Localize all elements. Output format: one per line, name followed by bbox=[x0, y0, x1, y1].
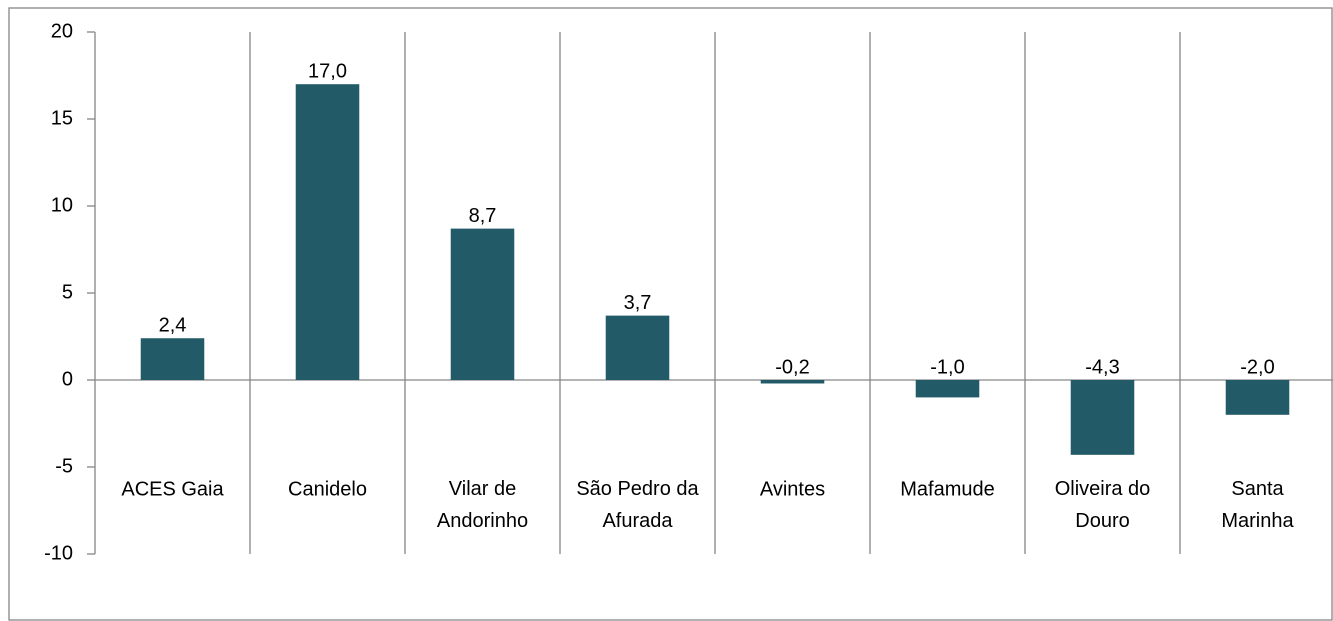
y-tick-label: 10 bbox=[51, 194, 73, 216]
bar bbox=[915, 380, 980, 398]
bar bbox=[450, 228, 515, 380]
x-tick-label: Vilar de Andorinho bbox=[437, 478, 528, 532]
y-tick-label: -10 bbox=[44, 542, 73, 564]
y-tick-label: 15 bbox=[51, 107, 73, 129]
chart-border bbox=[8, 7, 1333, 621]
data-label: -1,0 bbox=[930, 356, 964, 378]
x-tick-label: São Pedro da Afurada bbox=[576, 478, 699, 532]
bar bbox=[140, 338, 205, 380]
y-tick-label: -5 bbox=[55, 455, 73, 477]
data-label: 8,7 bbox=[469, 205, 497, 227]
bar bbox=[295, 84, 360, 380]
y-tick-label: 0 bbox=[62, 368, 73, 390]
data-label: -4,3 bbox=[1085, 356, 1119, 378]
data-label: 2,4 bbox=[159, 315, 187, 337]
data-label: 17,0 bbox=[308, 60, 347, 82]
data-label: 3,7 bbox=[624, 292, 652, 314]
bar bbox=[760, 380, 825, 384]
x-tick-label: ACES Gaia bbox=[121, 478, 224, 500]
bar bbox=[605, 315, 670, 380]
y-tick-label: 5 bbox=[62, 281, 73, 303]
x-tick-label: Avintes bbox=[760, 478, 825, 500]
data-label: -0,2 bbox=[775, 356, 809, 378]
y-tick-label: 20 bbox=[51, 20, 73, 42]
bar bbox=[1225, 380, 1290, 415]
data-label: -2,0 bbox=[1240, 356, 1274, 378]
x-tick-label: Mafamude bbox=[900, 478, 995, 500]
x-tick-label: Canidelo bbox=[288, 478, 367, 500]
bar bbox=[1070, 380, 1135, 455]
x-tick-label: Santa Marinha bbox=[1221, 478, 1294, 532]
x-tick-label: Oliveira do Douro bbox=[1055, 478, 1151, 532]
